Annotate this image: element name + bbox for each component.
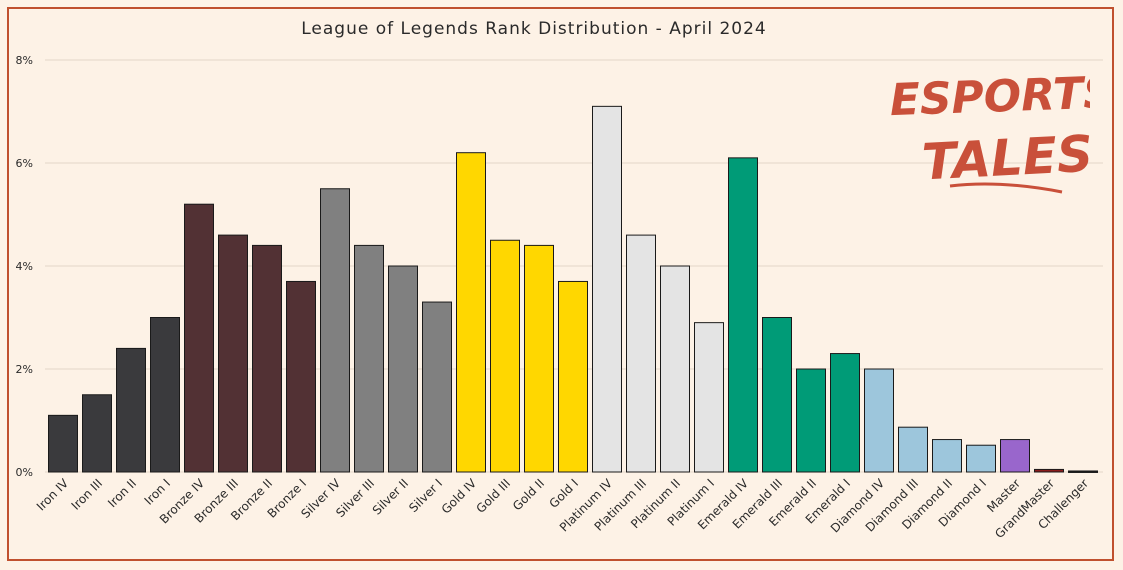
bar-silver-iv [320, 188, 350, 473]
bar-gold-iv [456, 152, 486, 473]
y-tick-label: 2% [16, 363, 33, 376]
logo-line1: ESPORTS [889, 67, 1090, 126]
x-tick-label: Silver I [406, 476, 445, 515]
bar-emerald-i [830, 353, 860, 473]
bar-bronze-iv [184, 203, 214, 473]
x-tick-label: Gold III [474, 476, 514, 516]
bar-iron-iv [48, 414, 78, 473]
x-tick-label: Iron IV [34, 476, 72, 514]
x-tick-label: Iron I [142, 476, 173, 507]
bar-challenger [1068, 470, 1098, 473]
bar-gold-iii [490, 239, 520, 473]
x-tick-label: Gold II [510, 476, 547, 513]
x-tick-label: Silver II [370, 476, 411, 517]
y-tick-label: 6% [16, 157, 33, 170]
bar-grandmaster [1034, 468, 1064, 473]
y-tick-label: 8% [16, 54, 33, 67]
bar-iron-ii [116, 347, 146, 473]
bar-bronze-ii [252, 244, 282, 473]
bar-platinum-iii [626, 234, 656, 473]
bar-bronze-iii [218, 234, 248, 473]
logo-line2: TALES [921, 125, 1090, 192]
bar-diamond-i [966, 444, 996, 473]
bar-emerald-iii [762, 317, 792, 473]
chart-title: League of Legends Rank Distribution - Ap… [301, 19, 767, 39]
bar-bronze-i [286, 280, 316, 473]
bar-platinum-i [694, 322, 724, 473]
bar-platinum-ii [660, 265, 690, 473]
bar-silver-ii [388, 265, 418, 473]
bar-silver-iii [354, 244, 384, 473]
bar-diamond-ii [932, 439, 962, 473]
bar-emerald-iv [728, 157, 758, 473]
bar-gold-i [558, 280, 588, 473]
bar-emerald-ii [796, 368, 826, 473]
bar-platinum-iv [592, 105, 622, 473]
bar-iron-iii [82, 394, 112, 473]
y-axis-ticks: 0% 2% 4% 6% 8% [16, 54, 33, 479]
bar-iron-i [150, 317, 180, 473]
y-tick-label: 0% [16, 466, 33, 479]
bars [48, 105, 1098, 473]
y-tick-label: 4% [16, 260, 33, 273]
esports-tales-logo: ESPORTS TALES [889, 67, 1090, 194]
x-tick-label: Gold IV [439, 476, 480, 517]
bar-silver-i [422, 301, 452, 473]
bar-diamond-iv [864, 368, 894, 473]
logo-underline [949, 182, 1063, 194]
bar-diamond-iii [898, 426, 928, 473]
x-tick-label: Iron III [69, 476, 105, 512]
bar-gold-ii [524, 244, 554, 473]
bar-master [1000, 439, 1030, 473]
x-tick-label: Iron II [105, 476, 139, 510]
